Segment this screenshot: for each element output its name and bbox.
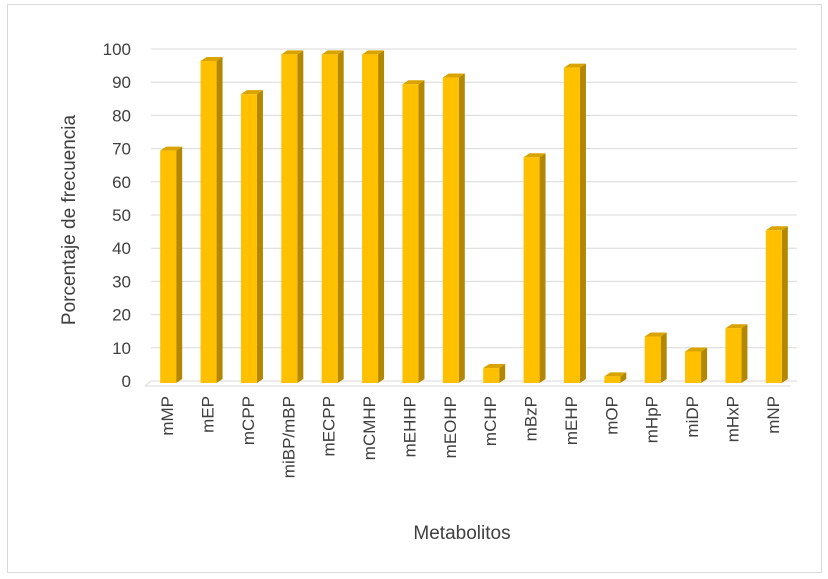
bars <box>160 50 788 384</box>
y-tick-label: 0 <box>122 372 131 391</box>
bar-top <box>563 63 586 68</box>
bar <box>483 364 506 383</box>
bar <box>604 372 627 383</box>
x-tick-label: mMP <box>158 396 177 436</box>
bar-front <box>281 54 298 383</box>
bar-front <box>725 328 742 383</box>
bar-front <box>523 157 540 383</box>
bar-top <box>523 153 546 158</box>
bar-side <box>297 50 304 383</box>
bar <box>563 63 586 383</box>
x-tick-label: mHpP <box>643 396 662 443</box>
bar <box>321 50 344 383</box>
bar-side <box>660 332 667 383</box>
x-tick-label: mBzP <box>522 396 541 441</box>
bar-top <box>483 364 506 369</box>
bar-front <box>644 336 661 383</box>
bar-top <box>362 50 385 55</box>
y-tick-label: 20 <box>112 306 131 325</box>
x-tick-label: mEP <box>199 396 218 433</box>
bar-side <box>378 50 385 383</box>
y-tick-label: 70 <box>112 140 131 159</box>
x-tick-label: mEHP <box>562 396 581 445</box>
x-tick-label: miDP <box>683 396 702 438</box>
y-tick-label: 60 <box>112 173 131 192</box>
x-tick-label: mNP <box>764 396 783 434</box>
bar <box>402 80 425 383</box>
bar-top <box>240 90 263 95</box>
bar-front <box>563 67 580 383</box>
x-axis-title: Metabolitos <box>413 523 510 544</box>
x-tick-label: mCMHP <box>360 396 379 460</box>
bar-side <box>499 364 506 383</box>
bar <box>644 332 667 383</box>
bar-side <box>781 226 788 383</box>
y-tick-label: 90 <box>112 73 131 92</box>
x-tick-label: mOP <box>602 396 621 435</box>
bar <box>442 73 465 383</box>
bar-front <box>160 150 177 383</box>
bar-side <box>337 50 344 383</box>
bar-front <box>321 54 338 383</box>
bar-front <box>200 60 217 384</box>
x-tick-label: mCHP <box>481 396 500 446</box>
bar <box>160 146 183 383</box>
floor-edge <box>144 380 152 387</box>
bar-top <box>321 50 344 55</box>
bar <box>362 50 385 383</box>
bar-front <box>765 230 782 383</box>
bar <box>281 50 304 383</box>
bar-top <box>160 146 183 151</box>
x-axis-ticks: mMP mEP mCPP miBP/mBP mECPP mCMHP mEHHP mEOHP mC… <box>158 396 783 478</box>
bar-top <box>604 372 627 377</box>
bar-side <box>539 153 546 383</box>
bar-front <box>362 54 379 383</box>
x-tick-label: miBP/mBP <box>279 396 298 478</box>
bar-top <box>281 50 304 55</box>
bar-front <box>240 94 257 383</box>
bar-side <box>579 63 586 383</box>
y-tick-label: 30 <box>112 272 131 291</box>
bar-top <box>765 226 788 231</box>
bar-top <box>402 80 425 85</box>
bar <box>725 324 748 383</box>
bar-side <box>458 73 465 383</box>
bar-side <box>620 372 627 383</box>
bar-top <box>685 347 708 352</box>
y-tick-label: 10 <box>112 339 131 358</box>
bar <box>200 56 223 384</box>
bar-side <box>216 56 223 384</box>
bar-side <box>176 146 183 383</box>
bar-side <box>256 90 263 383</box>
bar-front <box>685 351 702 383</box>
x-tick-label: mECPP <box>320 396 339 456</box>
bar <box>765 226 788 383</box>
y-tick-label: 80 <box>112 106 131 125</box>
x-tick-label: mEOHP <box>441 396 460 458</box>
bar-front <box>604 376 621 383</box>
bar-top <box>725 324 748 329</box>
bar-front <box>442 77 459 383</box>
y-tick-label: 50 <box>112 206 131 225</box>
x-tick-label: mEHHP <box>400 396 419 457</box>
y-axis-ticks: 0 10 20 30 40 50 60 70 80 90 100 <box>103 40 131 391</box>
bar-top <box>200 56 223 61</box>
bar-front <box>402 84 419 383</box>
bar-side <box>701 347 708 383</box>
bar-top <box>644 332 667 337</box>
y-tick-label: 40 <box>112 239 131 258</box>
bar <box>240 90 263 383</box>
x-tick-label: mHxP <box>723 396 742 442</box>
y-tick-label: 100 <box>103 40 131 59</box>
bar-front <box>483 368 500 383</box>
x-tick-label: mCPP <box>239 396 258 445</box>
bar <box>523 153 546 383</box>
bar-side <box>741 324 748 383</box>
bar-top <box>442 73 465 78</box>
bar <box>685 347 708 383</box>
bar-side <box>418 80 425 383</box>
y-axis-title: Porcentaje de frecuencia <box>59 114 80 325</box>
